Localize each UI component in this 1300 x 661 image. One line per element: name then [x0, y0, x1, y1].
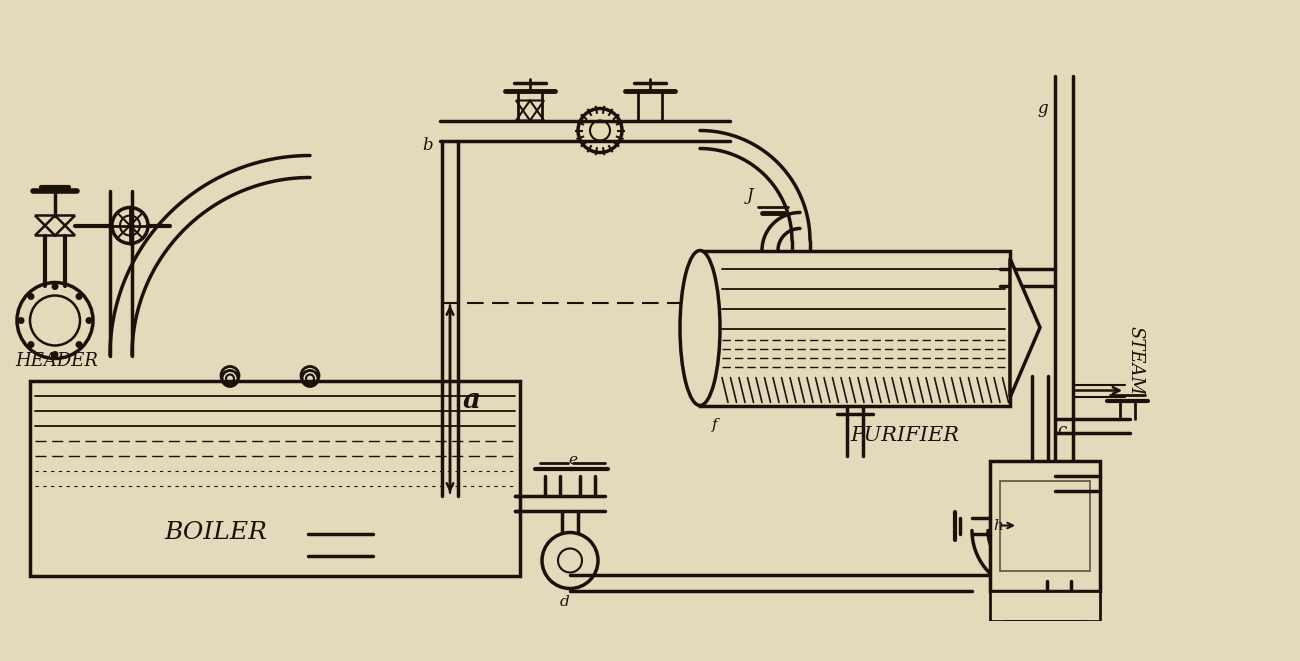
- Bar: [30, 381, 520, 576]
- Text: J: J: [746, 187, 753, 204]
- Circle shape: [86, 317, 92, 324]
- Text: a: a: [463, 387, 481, 414]
- Circle shape: [52, 351, 58, 358]
- Circle shape: [75, 293, 82, 300]
- Bar: [991, 461, 1100, 590]
- Circle shape: [75, 341, 82, 348]
- Text: h: h: [993, 518, 1002, 533]
- Text: d: d: [560, 596, 569, 609]
- Ellipse shape: [680, 251, 720, 405]
- Text: f: f: [712, 418, 718, 432]
- Circle shape: [27, 341, 35, 348]
- Text: HEADER: HEADER: [16, 352, 98, 369]
- Text: e: e: [568, 453, 577, 467]
- Bar: [699, 251, 1010, 405]
- Circle shape: [52, 283, 58, 290]
- Bar: [1005, 621, 1086, 642]
- Bar: [991, 590, 1100, 621]
- Text: b: b: [422, 137, 433, 154]
- Circle shape: [27, 293, 35, 300]
- Text: c: c: [1057, 422, 1066, 439]
- Circle shape: [17, 317, 25, 324]
- Bar: [1000, 481, 1089, 570]
- Text: PURIFIER: PURIFIER: [850, 426, 959, 445]
- Polygon shape: [1010, 258, 1040, 397]
- Text: g: g: [1037, 100, 1048, 117]
- Text: STEAM: STEAM: [1126, 326, 1144, 395]
- Text: BOILER: BOILER: [165, 521, 268, 544]
